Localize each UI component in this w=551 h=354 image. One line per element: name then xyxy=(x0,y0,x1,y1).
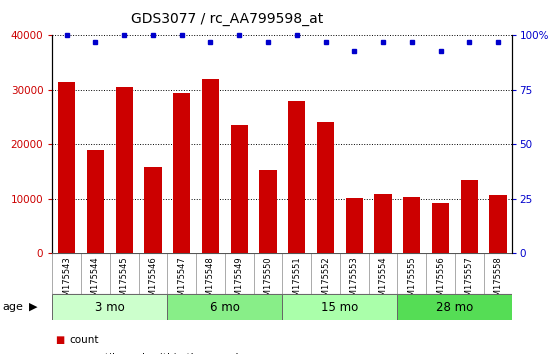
Text: GSM175558: GSM175558 xyxy=(494,256,503,307)
Bar xyxy=(345,198,363,253)
Bar xyxy=(403,196,420,253)
Bar xyxy=(489,195,507,253)
Text: GSM175551: GSM175551 xyxy=(292,256,301,307)
Text: GSM175556: GSM175556 xyxy=(436,256,445,307)
Text: GSM175547: GSM175547 xyxy=(177,256,186,307)
Bar xyxy=(116,87,133,253)
Text: GSM175555: GSM175555 xyxy=(407,256,417,307)
Bar xyxy=(168,294,283,320)
Bar xyxy=(52,294,168,320)
Text: GSM175548: GSM175548 xyxy=(206,256,215,307)
Text: 3 mo: 3 mo xyxy=(95,301,125,314)
Text: age: age xyxy=(3,302,24,312)
Bar xyxy=(260,170,277,253)
Bar xyxy=(144,167,161,253)
Text: ■: ■ xyxy=(55,353,64,354)
Text: GSM175557: GSM175557 xyxy=(465,256,474,307)
Text: count: count xyxy=(69,335,99,345)
Bar xyxy=(173,92,191,253)
Text: GSM175546: GSM175546 xyxy=(148,256,158,307)
Text: GSM175549: GSM175549 xyxy=(235,256,244,307)
Text: 28 mo: 28 mo xyxy=(436,301,473,314)
Text: GSM175553: GSM175553 xyxy=(350,256,359,307)
Text: GSM175543: GSM175543 xyxy=(62,256,71,307)
Text: 6 mo: 6 mo xyxy=(210,301,240,314)
Text: GSM175545: GSM175545 xyxy=(120,256,129,307)
Bar xyxy=(231,125,248,253)
Text: ■: ■ xyxy=(55,335,64,345)
Text: 15 mo: 15 mo xyxy=(321,301,359,314)
Bar xyxy=(461,179,478,253)
Bar xyxy=(202,79,219,253)
Text: GSM175552: GSM175552 xyxy=(321,256,330,307)
Text: GSM175550: GSM175550 xyxy=(263,256,273,307)
Bar xyxy=(283,294,397,320)
Bar xyxy=(397,294,512,320)
Bar xyxy=(87,150,104,253)
Text: percentile rank within the sample: percentile rank within the sample xyxy=(69,353,245,354)
Bar xyxy=(432,203,449,253)
Bar xyxy=(317,122,334,253)
Bar xyxy=(288,101,305,253)
Text: GDS3077 / rc_AA799598_at: GDS3077 / rc_AA799598_at xyxy=(131,12,323,27)
Bar xyxy=(58,82,75,253)
Text: ▶: ▶ xyxy=(29,302,37,312)
Text: GSM175554: GSM175554 xyxy=(379,256,387,307)
Text: GSM175544: GSM175544 xyxy=(91,256,100,307)
Bar xyxy=(375,194,392,253)
